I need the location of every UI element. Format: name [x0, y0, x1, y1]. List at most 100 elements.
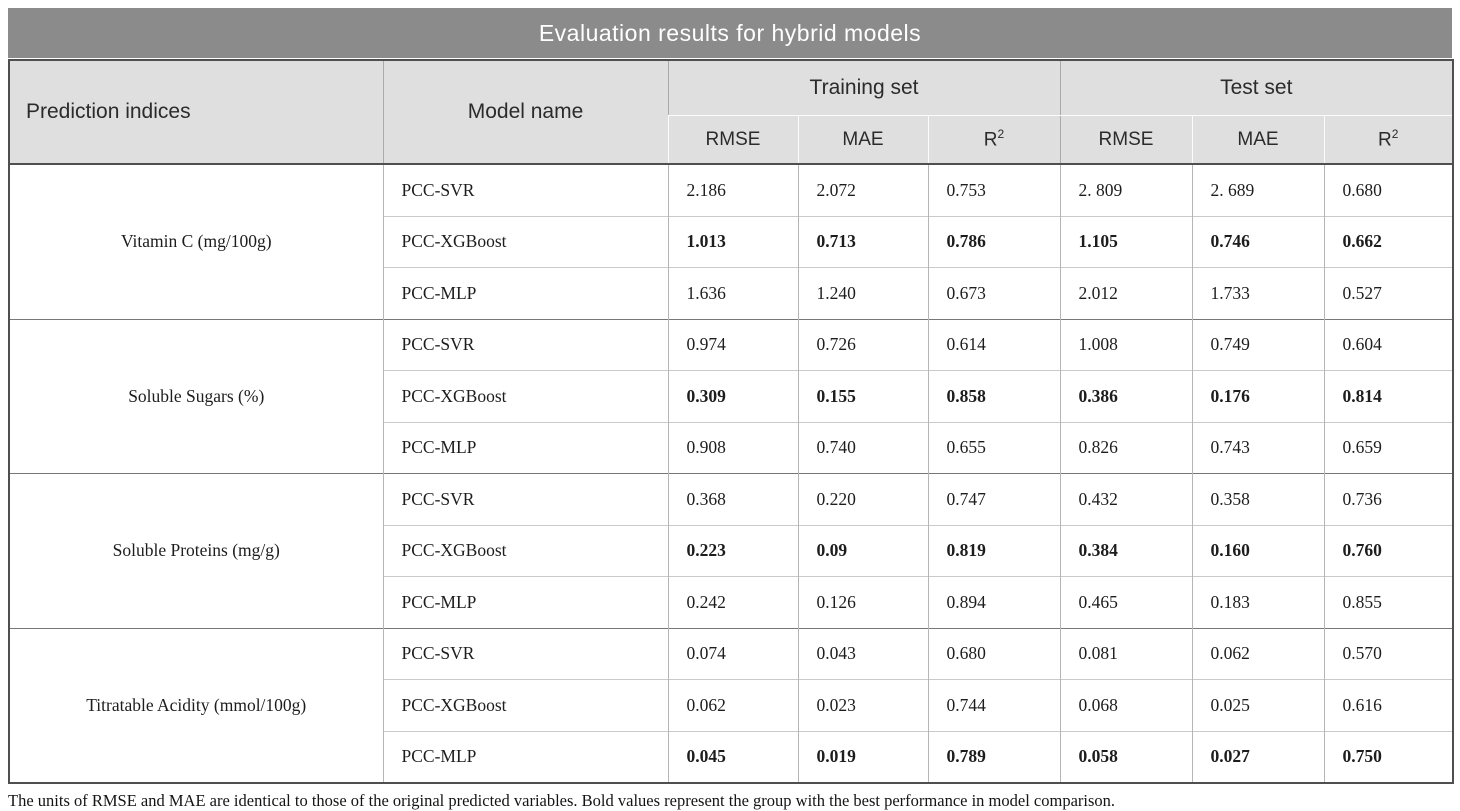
model-name-cell: PCC-MLP — [382, 730, 668, 783]
metric-value-cell: 0.680 — [927, 627, 1060, 680]
metric-value-cell: 0.680 — [1323, 163, 1454, 216]
metric-value-cell: 1.105 — [1059, 215, 1192, 268]
metric-value-cell: 0.614 — [927, 318, 1060, 371]
metric-value-cell: 0.043 — [797, 627, 928, 680]
header-metric-test-mae: MAE — [1191, 115, 1324, 164]
table-footnote: The units of RMSE and MAE are identical … — [8, 791, 1116, 810]
metric-value-cell: 0.023 — [797, 679, 928, 731]
model-name-cell: PCC-MLP — [382, 267, 668, 319]
metric-value-cell: 0.386 — [1059, 370, 1192, 422]
metric-value-cell: 0.726 — [797, 318, 928, 371]
metric-value-cell: 0.176 — [1191, 370, 1324, 422]
table-title: Evaluation results for hybrid models — [538, 19, 922, 46]
metric-value-cell: 0.242 — [667, 576, 798, 628]
header-prediction-indices: Prediction indices — [9, 60, 383, 164]
metric-value-cell: 0.858 — [927, 370, 1060, 422]
metric-value-cell: 2. 809 — [1059, 163, 1192, 216]
metric-value-cell: 1.733 — [1191, 267, 1324, 319]
metric-value-cell: 0.826 — [1059, 421, 1192, 474]
table-row: PCC-XGBoost 1.013 0.713 0.786 1.105 0.746 0.66… — [9, 215, 1454, 268]
model-name-cell: PCC-MLP — [382, 576, 668, 628]
metric-value-cell: 2.186 — [667, 163, 798, 216]
metric-value-cell: 0.220 — [797, 473, 928, 525]
metric-value-cell: 0.894 — [927, 576, 1060, 628]
table-title-bar: Evaluation results for hybrid models — [8, 8, 1452, 58]
metric-value-cell: 0.616 — [1323, 679, 1454, 731]
metric-value-cell: 0.025 — [1191, 679, 1324, 731]
model-name-cell: PCC-SVR — [382, 473, 668, 525]
table-header: Prediction indices Model name Training s… — [9, 60, 1454, 164]
metric-value-cell: 0.760 — [1323, 524, 1454, 577]
metric-value-cell: 0.019 — [797, 730, 928, 783]
metric-value-cell: 0.045 — [667, 730, 798, 783]
model-name-cell: PCC-XGBoost — [382, 679, 668, 731]
metric-value-cell: 0.743 — [1191, 421, 1324, 474]
metric-value-cell: 0.740 — [797, 421, 928, 474]
metric-value-cell: 2.012 — [1059, 267, 1192, 319]
metric-value-cell: 0.753 — [927, 163, 1060, 216]
metric-value-cell: 0.465 — [1059, 576, 1192, 628]
page: Evaluation results for hybrid models Pre… — [8, 8, 1455, 810]
metric-value-cell: 0.749 — [1191, 318, 1324, 371]
metric-value-cell: 0.432 — [1059, 473, 1192, 525]
metric-value-cell: 0.814 — [1323, 370, 1454, 422]
results-table: Prediction indices Model name Training s… — [8, 59, 1455, 784]
table-body: Vitamin C (mg/100g) PCC-SVR 2.186 2.072 0.75… — [9, 163, 1454, 783]
metric-value-cell: 0.744 — [927, 679, 1060, 731]
metric-value-cell: 0.058 — [1059, 730, 1192, 783]
header-metric-test-r: R2 — [1323, 115, 1454, 164]
metric-value-cell: 0.183 — [1191, 576, 1324, 628]
header-row-metrics: RMSE MAE R2 RMSE MAE R2 — [9, 115, 1454, 164]
metric-value-cell: 0.659 — [1323, 421, 1454, 474]
prediction-index-cell: Soluble Proteins (mg/g) — [9, 473, 383, 628]
prediction-index-cell: Soluble Sugars (%) — [9, 318, 383, 474]
header-metric-test-rmse: RMSE — [1059, 115, 1192, 164]
metric-value-cell: 0.908 — [667, 421, 798, 474]
metric-value-cell: 0.384 — [1059, 524, 1192, 577]
header-metric-training-mae: MAE — [797, 115, 928, 164]
table-row: Soluble Sugars (%) PCC-SVR 0.974 0.726 0.614… — [9, 318, 1454, 474]
metric-value-cell: 0.570 — [1323, 627, 1454, 680]
metric-value-cell: 0.309 — [667, 370, 798, 422]
table-row: PCC-MLP 0.045 0.019 0.789 0.058 0.027 0.750 — [9, 730, 1454, 783]
metric-value-cell: 0.855 — [1323, 576, 1454, 628]
prediction-index-cell: Vitamin C (mg/100g) — [9, 163, 383, 319]
metric-value-cell: 0.750 — [1323, 730, 1454, 783]
metric-value-cell: 0.713 — [797, 215, 928, 268]
metric-value-cell: 1.013 — [667, 215, 798, 268]
metric-value-cell: 0.673 — [927, 267, 1060, 319]
metric-value-cell: 0.746 — [1191, 215, 1324, 268]
model-name-cell: PCC-XGBoost — [382, 370, 668, 422]
table-row: PCC-MLP 1.636 1.240 0.673 2.012 1.733 0.527 — [9, 267, 1454, 319]
table-row: PCC-XGBoost 0.062 0.023 0.744 0.068 0.025 0.61… — [9, 679, 1454, 731]
metric-value-cell: 0.974 — [667, 318, 798, 371]
metric-value-cell: 0.126 — [797, 576, 928, 628]
metric-value-cell: 0.368 — [667, 473, 798, 525]
metric-value-cell: 0.655 — [927, 421, 1060, 474]
model-name-cell: PCC-SVR — [382, 627, 668, 680]
metric-value-cell: 0.789 — [927, 730, 1060, 783]
header-test-set: Test set — [1059, 60, 1454, 116]
metric-value-cell: 0.160 — [1191, 524, 1324, 577]
metric-value-cell: 1.636 — [667, 267, 798, 319]
metric-value-cell: 0.155 — [797, 370, 928, 422]
metric-value-cell: 0.223 — [667, 524, 798, 577]
metric-value-cell: 1.240 — [797, 267, 928, 319]
metric-value-cell: 0.027 — [1191, 730, 1324, 783]
table-row: PCC-XGBoost 0.223 0.09 0.819 0.384 0.160 0.760 — [9, 524, 1454, 577]
metric-value-cell: 0.081 — [1059, 627, 1192, 680]
metric-value-cell: 1.008 — [1059, 318, 1192, 371]
metric-value-cell: 0.062 — [667, 679, 798, 731]
metric-value-cell: 0.786 — [927, 215, 1060, 268]
metric-value-cell: 0.358 — [1191, 473, 1324, 525]
header-metric-training-r: R2 — [927, 115, 1060, 164]
metric-value-cell: 0.074 — [667, 627, 798, 680]
metric-value-cell: 0.819 — [927, 524, 1060, 577]
model-name-cell: PCC-MLP — [382, 421, 668, 474]
header-row-groups: Prediction indices Model name Training s… — [9, 60, 1454, 164]
metric-value-cell: 0.527 — [1323, 267, 1454, 319]
metric-value-cell: 0.09 — [797, 524, 928, 577]
table-row: PCC-XGBoost 0.309 0.155 0.858 0.386 0.176 0.81… — [9, 370, 1454, 422]
table-row: Vitamin C (mg/100g) PCC-SVR 2.186 2.072 0.75… — [9, 163, 1454, 319]
header-model-name: Model name — [382, 60, 668, 164]
